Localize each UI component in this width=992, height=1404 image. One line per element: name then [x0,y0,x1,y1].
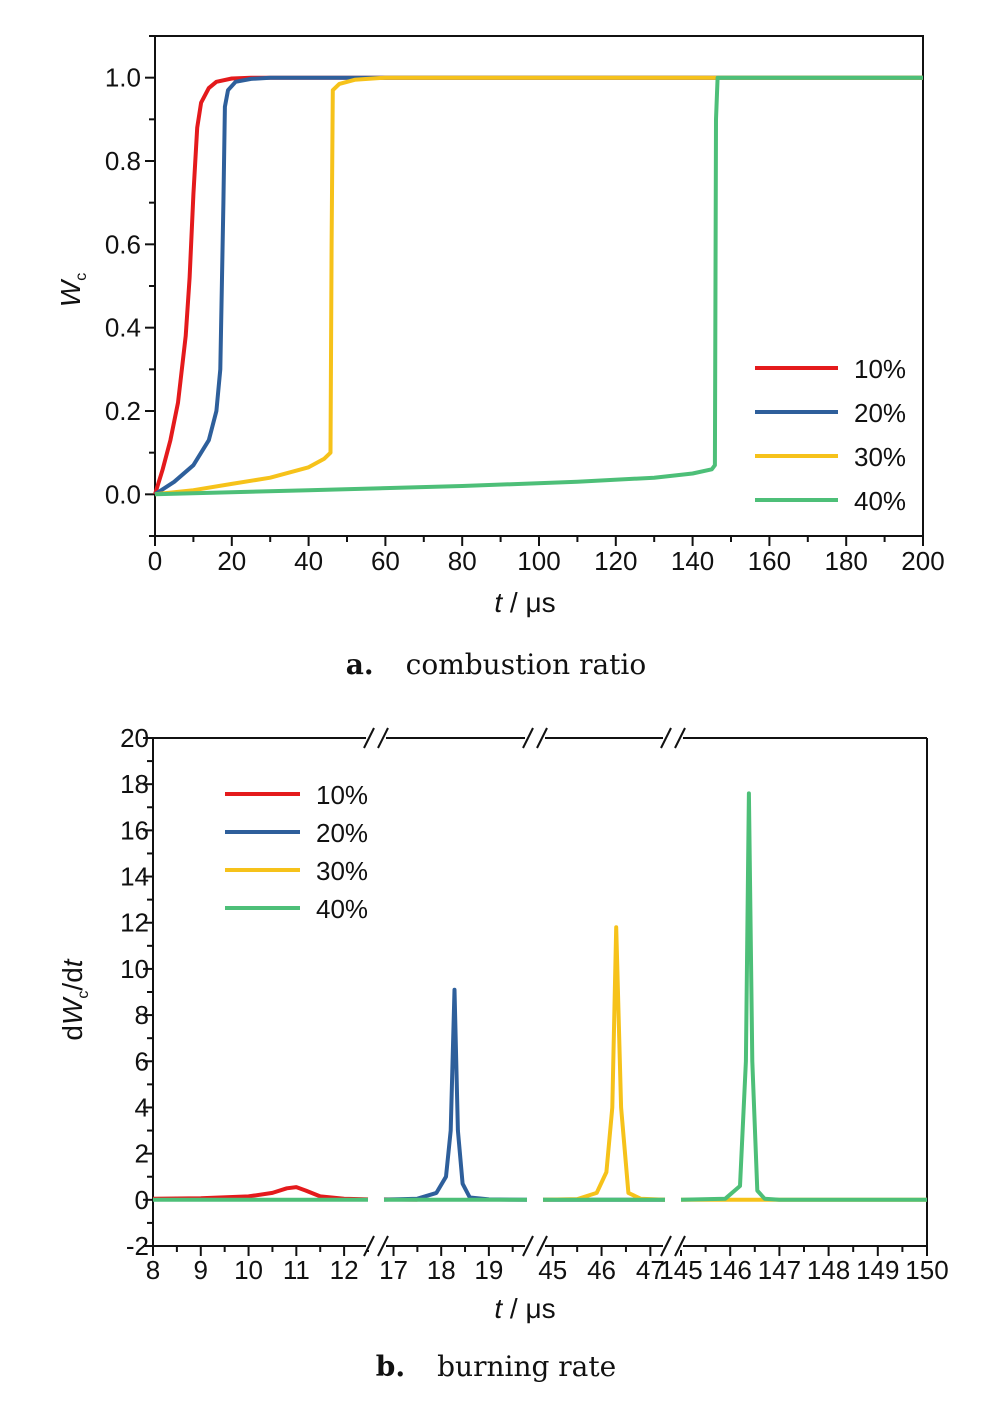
b-xtick-label: 149 [856,1255,899,1285]
b-legend-label: 30% [316,856,368,886]
a-ytick-label: 0.0 [105,479,141,509]
b-ytick-label: 0 [135,1185,149,1215]
a-series-line [155,78,923,495]
a-series-line [155,78,923,495]
b-legend-label: 40% [316,894,368,924]
plot-frame-b [153,738,927,1246]
a-series-group [155,78,923,495]
a-ytick-label: 0.2 [105,396,141,426]
b-series-line [681,793,927,1199]
b-xtick-label: 9 [194,1255,208,1285]
b-legend-label: 10% [316,780,368,810]
a-legend-label: 40% [854,486,906,516]
b-xtick-label: 11 [283,1255,310,1285]
b-ytick-label: 10 [120,954,149,984]
b-xtick-label: 45 [538,1255,567,1285]
a-ytick-label: 0.6 [105,229,141,259]
a-ytick-label: 0.4 [105,313,141,343]
a-legend-label: 20% [854,398,906,428]
a-xtick-label: 80 [448,546,477,576]
a-tick-group: 0 20 40 60 80 100 120 140 160 180 200 0.0 0.2 0.4 0.6 0… [105,36,945,576]
b-xtick-label: 145 [659,1255,702,1285]
b-series-line [384,990,527,1200]
a-xtick-label: 200 [901,546,944,576]
a-xtick-label: 180 [825,546,868,576]
b-ytick-label: 2 [135,1139,149,1169]
a-series-line [155,78,923,495]
a-legend: 10% 20% 30% 40% [755,354,906,516]
plot-frame-a [155,36,923,536]
b-ytick-label: 18 [120,769,149,799]
a-legend-label: 10% [854,354,906,384]
b-ytick-label: 12 [120,908,149,938]
a-xtick-label: 20 [217,546,246,576]
a-legend-label: 30% [854,442,906,472]
b-xtick-label: 46 [587,1255,616,1285]
b-ytick-label: 6 [135,1046,149,1076]
b-ytick-label: 4 [135,1092,149,1122]
b-ytick-label: 8 [135,1000,149,1030]
b-xtick-label: 148 [807,1255,850,1285]
a-xtick-label: 40 [294,546,323,576]
b-caption: b. burning rate [376,1350,616,1383]
b-xtick-label: 12 [330,1255,359,1285]
b-series-line [153,1187,368,1199]
a-series-line [155,78,923,495]
a-xtick-label: 0 [148,546,162,576]
a-caption: a. combustion ratio [346,648,646,681]
b-ytick-label: 14 [120,862,149,892]
chart-combustion-ratio: 0 20 40 60 80 100 120 140 160 180 200 0.0 0.2 0.4 0.6 0… [55,36,945,681]
b-series-group [153,793,927,1199]
b-legend-label: 20% [316,818,368,848]
b-ytick-label: 16 [120,815,149,845]
b-xtick-label: 18 [427,1255,456,1285]
b-legend: 10% 20% 30% 40% [225,780,368,924]
a-ylabel: Wc [55,273,90,307]
a-xtick-label: 140 [671,546,714,576]
b-xtick-label: 10 [234,1255,263,1285]
b-xtick-label: 146 [709,1255,752,1285]
b-series-line [543,927,665,1200]
b-xtick-label: 19 [474,1255,503,1285]
a-xlabel: t / μs [494,587,555,618]
b-ylabel: dWc/dt [57,958,92,1040]
b-axis-breaks [364,728,685,1256]
b-xtick-label: 147 [758,1255,801,1285]
b-ytick-label: 20 [120,723,149,753]
a-xtick-label: 160 [748,546,791,576]
b-xlabel: t / μs [494,1293,555,1324]
b-ytick-label: -2 [126,1231,149,1261]
b-xtick-label: 17 [379,1255,408,1285]
figure: 0 20 40 60 80 100 120 140 160 180 2000.00.20.40.60… [0,0,992,1404]
a-xtick-label: 100 [517,546,560,576]
a-xtick-label: 120 [594,546,637,576]
a-xtick-label: 60 [371,546,400,576]
b-xtick-label: 150 [905,1255,948,1285]
a-ytick-label: 1.0 [105,63,141,93]
a-ytick-label: 0.8 [105,146,141,176]
